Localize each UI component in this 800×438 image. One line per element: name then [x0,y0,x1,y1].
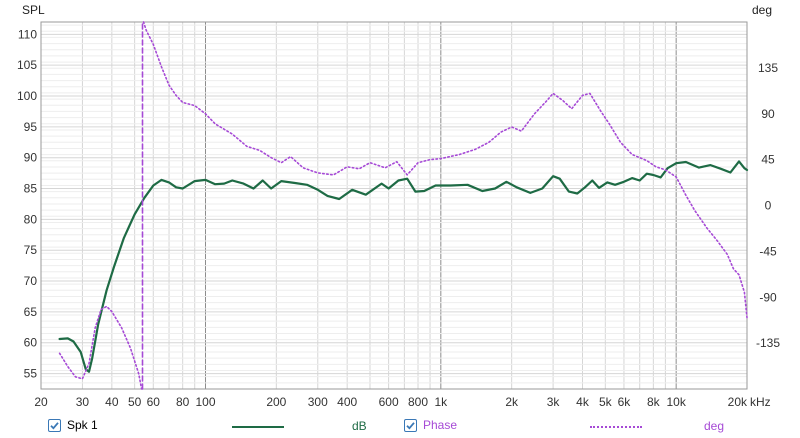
x-tick-label: 40 [105,395,119,409]
phase-series-name: Phase [423,418,458,432]
checkmark-icon [406,421,415,430]
left-tick-label: 95 [24,120,38,134]
plot-area-border [40,21,748,390]
x-tick-label: 80 [176,395,190,409]
phase-visibility-checkbox[interactable] [404,418,417,432]
x-tick-label: 20k [728,395,748,409]
right-tick-label: -90 [759,290,777,304]
right-tick-label: 45 [761,153,775,167]
left-axis-unit: SPL [22,3,45,17]
phase-curve-segment-2 [142,21,748,319]
x-tick-label: 400 [337,395,357,409]
spl-line-sample [232,426,284,428]
left-tick-label: 65 [24,305,38,319]
series-layer [58,21,749,390]
x-tick-label: 50 [128,395,142,409]
right-tick-label: 135 [758,61,778,75]
left-tick-label: 100 [17,89,37,103]
spl-series-unit: dB [352,419,367,433]
left-tick-label: 70 [24,274,38,288]
left-tick-label: 75 [24,243,38,257]
x-tick-label: 800 [408,395,428,409]
x-tick-label: 8k [647,395,661,409]
phase-curve-segment-1 [58,305,143,390]
x-tick-label: 3k [547,395,561,409]
spl-series-name: Spk 1 [67,418,98,432]
left-tick-label: 110 [18,27,37,41]
x-tick-label: 6k [618,395,632,409]
x-tick-label: 4k [576,395,590,409]
x-tick-label: 100 [195,395,215,409]
right-tick-label: -135 [756,336,780,350]
x-tick-label: 5k [599,395,613,409]
left-tick-label: 55 [24,367,38,381]
x-tick-label: 10k [666,395,686,409]
x-tick-label: 30 [76,395,90,409]
frequency-response-chart: 20 30 40 50 60 80 100 200 300 400 600 800 1k 2k 3k 4k 5k… [17,3,780,409]
x-axis-ticks: 20 30 40 50 60 80 100 200 300 400 600 800 1k 2k 3k 4k 5k… [34,395,748,409]
right-tick-label: 0 [765,199,772,213]
legend: Spk 1 dB Phase deg [0,412,800,438]
legend-phase: Phase [404,418,457,432]
grid [40,22,748,390]
right-axis-unit: deg [752,3,772,17]
x-tick-label: 200 [266,395,286,409]
legend-spl: Spk 1 [48,418,98,432]
x-tick-label: 20 [34,395,48,409]
phase-series-unit: deg [704,419,725,433]
x-tick-label: 2k [505,395,519,409]
left-tick-label: 105 [17,58,37,72]
spl-curve [58,160,749,373]
x-tick-label: 1k [434,395,448,409]
left-tick-label: 80 [24,212,38,226]
right-tick-label: -45 [759,244,777,258]
left-tick-label: 60 [24,336,38,350]
checkmark-icon [50,421,59,430]
x-tick-label: 300 [308,395,328,409]
right-axis-ticks: 135 90 45 0 -45 -90 -135 [756,61,780,350]
spl-visibility-checkbox[interactable] [48,418,61,432]
x-axis-unit: kHz [750,395,771,409]
left-tick-label: 85 [24,182,38,196]
x-tick-label: 600 [379,395,399,409]
left-tick-label: 90 [24,151,38,165]
phase-line-sample [590,426,642,428]
left-axis-ticks: 110 105 100 95 90 85 80 75 70 65 60 55 [17,27,37,380]
x-tick-label: 60 [147,395,161,409]
right-tick-label: 90 [761,107,775,121]
